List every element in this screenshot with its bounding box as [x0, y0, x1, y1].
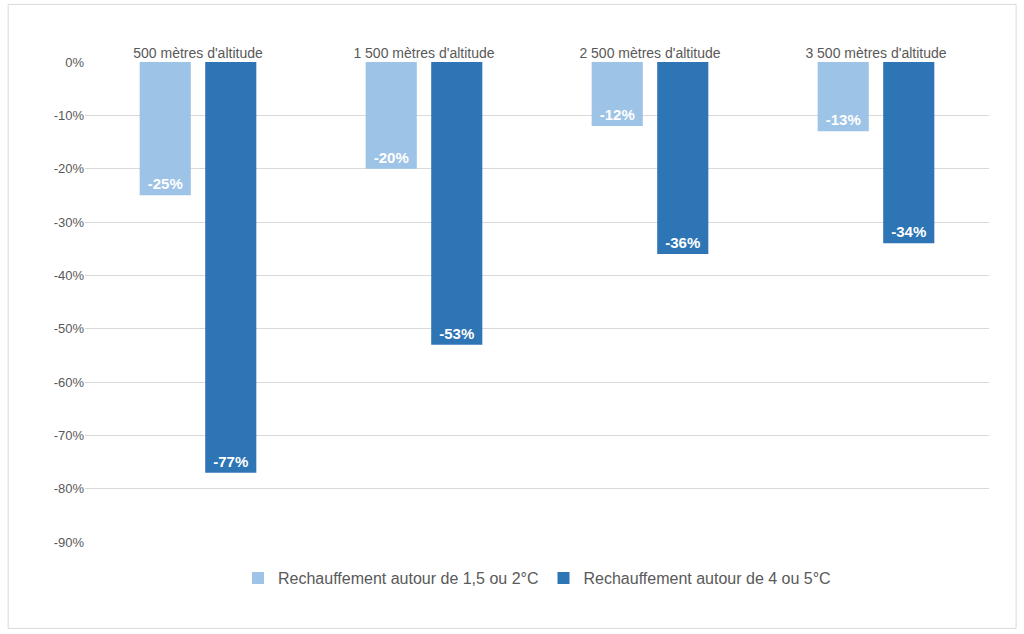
svg-text:-20%: -20% — [374, 149, 409, 166]
svg-text:-60%: -60% — [54, 375, 85, 390]
svg-text:-70%: -70% — [54, 428, 85, 443]
svg-text:1 500 mètres d'altitude: 1 500 mètres d'altitude — [353, 45, 494, 61]
svg-text:-30%: -30% — [54, 215, 85, 230]
svg-text:-13%: -13% — [826, 111, 861, 128]
svg-text:-36%: -36% — [665, 234, 700, 251]
svg-text:-40%: -40% — [54, 268, 85, 283]
svg-text:-90%: -90% — [54, 535, 85, 550]
svg-text:3 500 mètres d'altitude: 3 500 mètres d'altitude — [805, 45, 946, 61]
svg-text:500 mètres d'altitude: 500 mètres d'altitude — [133, 45, 263, 61]
svg-text:-77%: -77% — [213, 453, 248, 470]
svg-text:-20%: -20% — [54, 161, 85, 176]
svg-text:-34%: -34% — [891, 223, 926, 240]
svg-text:2 500 mètres d'altitude: 2 500 mètres d'altitude — [579, 45, 720, 61]
svg-text:Rechauffement autour de 4 ou 5: Rechauffement autour de 4 ou 5°C — [584, 570, 831, 587]
svg-text:-12%: -12% — [600, 106, 635, 123]
svg-text:-53%: -53% — [439, 325, 474, 342]
svg-text:-25%: -25% — [148, 175, 183, 192]
svg-text:-80%: -80% — [54, 481, 85, 496]
svg-text:Rechauffement autour de 1,5 ou: Rechauffement autour de 1,5 ou 2°C — [278, 570, 539, 587]
svg-text:-10%: -10% — [54, 108, 85, 123]
svg-text:-50%: -50% — [54, 321, 85, 336]
svg-text:0%: 0% — [65, 55, 84, 70]
